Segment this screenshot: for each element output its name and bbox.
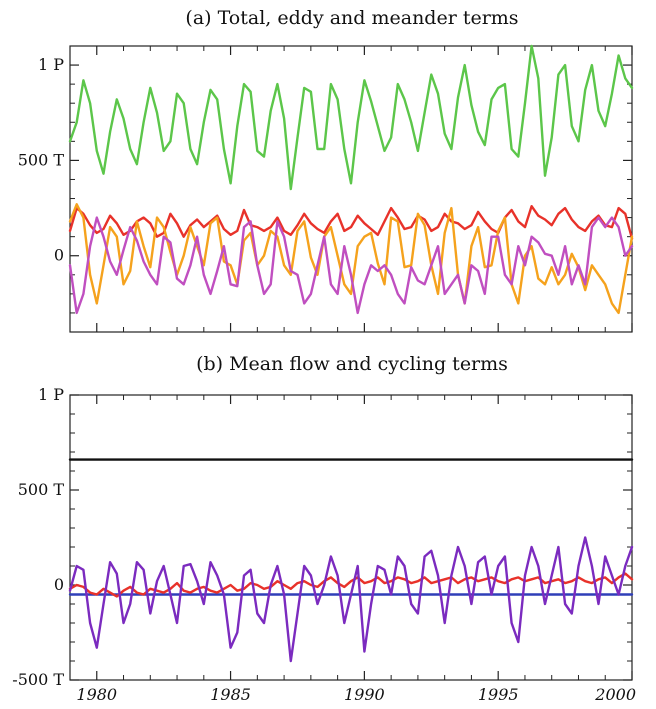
panel-b-series-line-3 bbox=[68, 536, 634, 663]
panel-a-ytick-label: 500 T bbox=[18, 150, 65, 169]
panel-a-ytick-label: 0 bbox=[54, 246, 64, 265]
panel-b: (b) Mean flow and cycling terms 1 P 500 T… bbox=[12, 353, 636, 704]
panel-b-xtick-label: 1985 bbox=[210, 685, 251, 704]
panel-b-ytick-label: 500 T bbox=[18, 480, 65, 499]
panel-b-ytick-label: 1 P bbox=[38, 385, 64, 404]
panel-a-series bbox=[68, 44, 634, 315]
panel-a-ytick-label: 1 P bbox=[38, 55, 64, 74]
panel-b-ytick-label: 0 bbox=[54, 575, 64, 594]
panel-b-xtick-label: 1980 bbox=[76, 685, 117, 704]
panel-a-series-line-1 bbox=[68, 204, 634, 240]
panel-a-ticks: 1 P 500 T 0 bbox=[18, 45, 633, 333]
panel-a: (a) Total, eddy and meander terms 1 P 500… bbox=[18, 7, 634, 333]
panel-b-ticks: 1 P 500 T 0 -500 T 1980 1985 1990 1995 2000 bbox=[12, 385, 636, 704]
panel-b-xtick-label: 2000 bbox=[594, 685, 636, 704]
panel-b-xtick-label: 1995 bbox=[478, 685, 519, 704]
panel-a-series-line-0 bbox=[68, 44, 634, 191]
panel-b-title: (b) Mean flow and cycling terms bbox=[196, 353, 508, 375]
panel-b-series bbox=[68, 458, 634, 663]
panel-a-series-line-2 bbox=[68, 203, 634, 315]
panel-a-title: (a) Total, eddy and meander terms bbox=[185, 7, 518, 29]
panel-b-series-line-2 bbox=[68, 572, 634, 598]
panel-b-frame bbox=[69, 394, 633, 681]
panel-a-frame bbox=[69, 45, 633, 333]
panel-b-xtick-label: 1990 bbox=[344, 685, 385, 704]
panel-a-series-line-3 bbox=[68, 216, 634, 315]
panel-b-ytick-label: -500 T bbox=[12, 670, 64, 689]
